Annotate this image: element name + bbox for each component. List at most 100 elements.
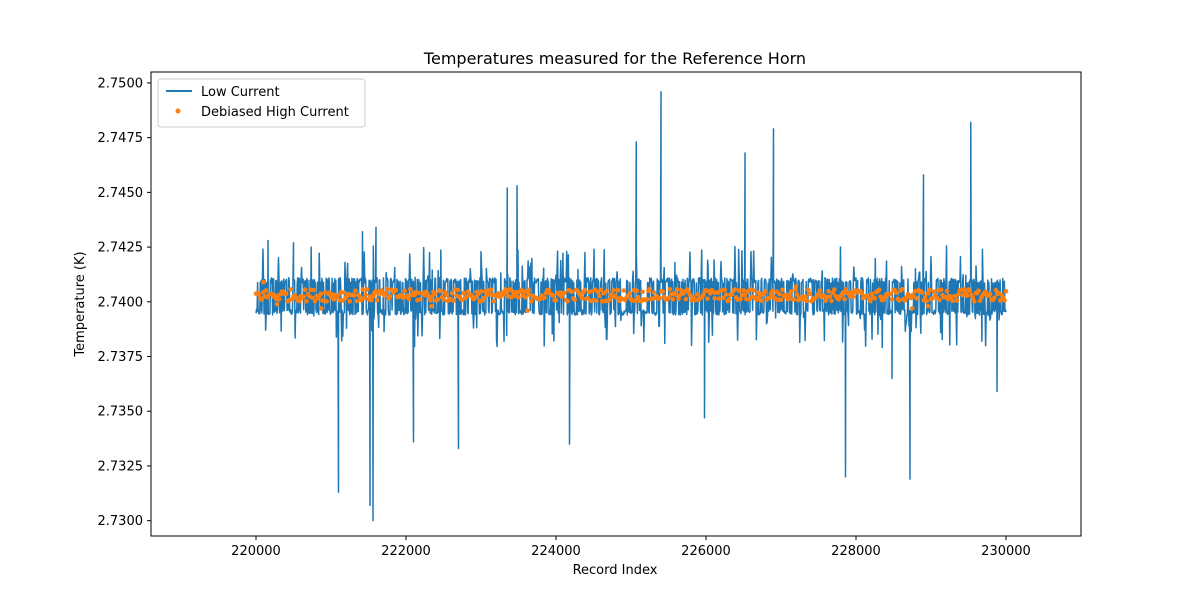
high-current-point (712, 295, 717, 301)
high-current-point (351, 293, 357, 298)
high-current-point (579, 295, 585, 301)
high-current-point (596, 293, 602, 299)
high-current-point (478, 289, 484, 294)
high-current-point (634, 288, 640, 294)
high-current-point (899, 286, 905, 292)
high-current-point (722, 287, 728, 293)
high-current-point (927, 287, 932, 293)
high-current-point (627, 291, 632, 296)
high-current-point (526, 287, 531, 293)
y-tick-label: 2.7500 (98, 76, 144, 91)
high-current-point (777, 291, 782, 297)
high-current-point (318, 306, 324, 311)
y-tick-label: 2.7325 (98, 459, 144, 474)
high-current-point (723, 292, 729, 298)
high-current-point (842, 296, 847, 302)
high-current-point (611, 287, 616, 293)
high-current-point (361, 295, 367, 301)
high-current-point (553, 297, 559, 303)
y-tick-label: 2.7450 (98, 186, 144, 201)
high-current-point (794, 292, 800, 297)
high-current-point (872, 295, 878, 301)
legend-swatch-debiased-high-current (175, 108, 181, 114)
high-current-point (705, 296, 710, 301)
high-current-point (924, 298, 929, 304)
high-current-point (889, 296, 895, 302)
high-current-point (598, 287, 604, 293)
high-current-point (657, 295, 663, 301)
high-current-point (363, 292, 368, 297)
high-current-point (673, 292, 679, 298)
high-current-point (976, 288, 981, 294)
high-current-point (373, 289, 379, 294)
high-current-point (516, 295, 521, 300)
high-current-point (444, 292, 449, 298)
y-tick-label: 2.7425 (98, 241, 144, 256)
high-current-point (674, 287, 680, 292)
high-current-point (504, 289, 510, 295)
high-current-point (594, 298, 599, 304)
high-current-point (670, 296, 676, 302)
high-current-point (922, 294, 928, 300)
high-current-point (408, 286, 413, 292)
high-current-point (274, 301, 280, 307)
high-current-point (791, 297, 797, 302)
high-current-point (387, 294, 393, 299)
high-current-point (742, 292, 748, 298)
high-current-point (914, 296, 919, 301)
high-current-point (793, 284, 799, 289)
high-current-point (633, 298, 638, 303)
high-current-point (700, 292, 706, 298)
high-current-point (767, 295, 772, 301)
high-current-point (475, 291, 481, 297)
high-current-point (304, 299, 309, 304)
x-tick-label: 230000 (981, 544, 1031, 559)
high-current-point (888, 291, 893, 297)
high-current-point (992, 295, 997, 301)
high-current-point (1003, 288, 1009, 294)
high-current-point (807, 291, 813, 297)
high-current-point (481, 295, 487, 301)
high-current-point (296, 298, 302, 304)
high-current-point (896, 298, 902, 303)
high-current-point (472, 294, 478, 300)
high-current-point (384, 286, 390, 292)
high-current-point (651, 290, 657, 295)
high-current-point (931, 289, 937, 295)
high-current-point (259, 297, 265, 302)
plot-area (150, 71, 1082, 537)
high-current-point (732, 287, 738, 292)
y-tick-label: 2.7475 (98, 131, 144, 146)
x-tick-label: 220000 (231, 544, 281, 559)
high-current-point (826, 288, 831, 294)
high-current-point (309, 295, 315, 301)
high-current-point (569, 289, 575, 295)
high-current-point (829, 298, 834, 304)
high-current-point (909, 306, 915, 311)
high-current-point (353, 288, 358, 294)
high-current-point (843, 287, 849, 292)
high-current-point (488, 287, 494, 293)
high-current-point (546, 287, 552, 293)
high-current-point (529, 298, 534, 304)
high-current-point (510, 289, 516, 294)
high-current-point (461, 290, 466, 296)
high-current-point (770, 288, 775, 294)
high-current-point (360, 287, 366, 292)
high-current-point (832, 287, 837, 292)
high-current-point (428, 298, 433, 303)
high-current-point (451, 298, 456, 303)
x-tick-label: 228000 (831, 544, 881, 559)
high-current-point (604, 288, 609, 294)
high-current-point (302, 287, 308, 292)
plot-frame (150, 71, 1082, 537)
y-tick-label: 2.7400 (98, 295, 144, 310)
high-current-point (983, 289, 989, 295)
high-current-point (950, 298, 955, 304)
high-current-point (667, 286, 673, 292)
high-current-point (347, 299, 353, 304)
high-current-point (751, 288, 756, 293)
high-current-point (455, 287, 461, 293)
high-current-point (804, 298, 810, 304)
